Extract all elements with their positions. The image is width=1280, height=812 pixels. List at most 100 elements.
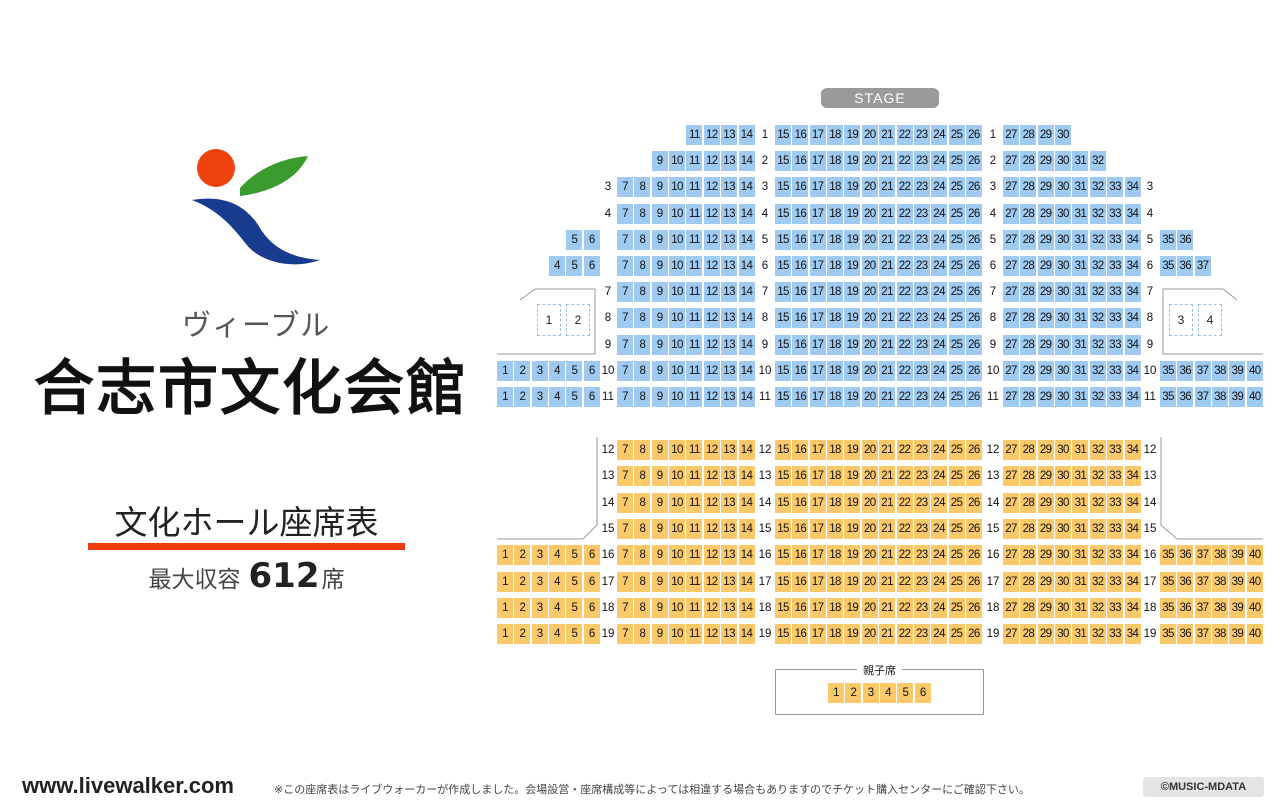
seat[interactable]: 15 <box>775 466 791 487</box>
seat[interactable]: 10 <box>669 597 685 618</box>
seat[interactable]: 27 <box>1003 545 1019 566</box>
seat[interactable]: 35 <box>1160 597 1176 618</box>
seat[interactable]: 35 <box>1160 229 1176 250</box>
seat[interactable]: 32 <box>1089 177 1106 198</box>
seat[interactable]: 29 <box>1037 545 1054 566</box>
seat[interactable]: 19 <box>844 177 861 198</box>
seat[interactable]: 4 <box>549 545 565 566</box>
seat[interactable]: 8 <box>634 466 651 487</box>
seat[interactable]: 22 <box>896 387 913 407</box>
seat[interactable]: 28 <box>1020 597 1037 618</box>
seat[interactable]: 25 <box>948 229 965 250</box>
seat[interactable]: 34 <box>1124 203 1141 224</box>
seat[interactable]: 12 <box>703 125 720 145</box>
seat[interactable]: 13 <box>721 203 738 224</box>
seat[interactable]: 26 <box>965 492 982 513</box>
seat[interactable]: 30 <box>1055 308 1071 329</box>
seat[interactable]: 32 <box>1089 545 1106 566</box>
seat[interactable]: 8 <box>634 518 651 539</box>
seat[interactable]: 31 <box>1072 360 1089 381</box>
seat[interactable]: 26 <box>965 308 982 329</box>
seat[interactable]: 17 <box>809 151 826 172</box>
seat[interactable]: 8 <box>634 256 651 276</box>
seat[interactable]: 33 <box>1107 545 1124 566</box>
seat[interactable]: 13 <box>721 334 738 355</box>
seat[interactable]: 13 <box>721 545 738 566</box>
seat[interactable]: 26 <box>965 597 982 618</box>
seat[interactable]: 19 <box>844 334 861 355</box>
seat[interactable]: 29 <box>1037 282 1054 303</box>
seat[interactable]: 30 <box>1055 256 1071 276</box>
seat[interactable]: 33 <box>1107 518 1124 539</box>
seat[interactable]: 1 <box>497 360 513 381</box>
seat[interactable]: 15 <box>775 282 791 303</box>
seat[interactable]: 30 <box>1055 125 1071 145</box>
seat[interactable]: 11 <box>686 466 703 487</box>
seat[interactable]: 34 <box>1124 256 1141 276</box>
seat[interactable]: 10 <box>669 518 685 539</box>
seat[interactable]: 18 <box>827 125 843 145</box>
seat[interactable]: 18 <box>827 282 843 303</box>
seat[interactable]: 39 <box>1229 571 1246 592</box>
seat[interactable]: 19 <box>844 492 861 513</box>
seat[interactable]: 19 <box>844 151 861 172</box>
seat[interactable]: 31 <box>1072 440 1089 460</box>
seat[interactable]: 23 <box>913 282 930 303</box>
seat[interactable]: 25 <box>948 203 965 224</box>
seat[interactable]: 37 <box>1194 624 1211 645</box>
seat[interactable]: 33 <box>1107 229 1124 250</box>
seat[interactable]: 25 <box>948 360 965 381</box>
seat[interactable]: 23 <box>913 360 930 381</box>
seat[interactable]: 14 <box>738 571 755 592</box>
seat[interactable]: 16 <box>792 624 809 645</box>
seat[interactable]: 15 <box>775 256 791 276</box>
seat[interactable]: 32 <box>1089 518 1106 539</box>
seat[interactable]: 4 <box>549 571 565 592</box>
seat[interactable]: 16 <box>792 334 809 355</box>
seat[interactable]: 19 <box>844 203 861 224</box>
seat[interactable]: 24 <box>931 387 948 407</box>
seat[interactable]: 29 <box>1037 125 1054 145</box>
seat[interactable]: 35 <box>1160 256 1176 276</box>
seat[interactable]: 11 <box>686 151 703 172</box>
seat[interactable]: 17 <box>809 492 826 513</box>
seat[interactable]: 25 <box>948 466 965 487</box>
seat[interactable]: 28 <box>1020 308 1037 329</box>
seat[interactable]: 4 <box>549 256 565 276</box>
seat[interactable]: 21 <box>879 282 896 303</box>
seat[interactable]: 27 <box>1003 177 1019 198</box>
seat[interactable]: 7 <box>617 545 633 566</box>
seat[interactable]: 13 <box>721 125 738 145</box>
seat[interactable]: 11 <box>686 597 703 618</box>
seat[interactable]: 22 <box>896 125 913 145</box>
seat[interactable]: 23 <box>913 466 930 487</box>
seat[interactable]: 8 <box>634 492 651 513</box>
seat[interactable]: 21 <box>879 125 896 145</box>
seat[interactable]: 16 <box>792 440 809 460</box>
seat[interactable]: 28 <box>1020 177 1037 198</box>
seat[interactable]: 37 <box>1194 545 1211 566</box>
seat[interactable]: 19 <box>844 282 861 303</box>
oyako-seat[interactable]: 5 <box>897 683 914 703</box>
seat[interactable]: 23 <box>913 545 930 566</box>
seat[interactable]: 28 <box>1020 440 1037 460</box>
seat[interactable]: 39 <box>1229 624 1246 645</box>
seat[interactable]: 39 <box>1229 597 1246 618</box>
box-seat[interactable]: 1 <box>537 304 561 336</box>
seat[interactable]: 26 <box>965 545 982 566</box>
seat[interactable]: 33 <box>1107 624 1124 645</box>
seat[interactable]: 28 <box>1020 624 1037 645</box>
seat[interactable]: 24 <box>931 518 948 539</box>
seat[interactable]: 12 <box>703 334 720 355</box>
seat[interactable]: 14 <box>738 229 755 250</box>
seat[interactable]: 2 <box>514 387 531 407</box>
seat[interactable]: 27 <box>1003 203 1019 224</box>
seat[interactable]: 14 <box>738 151 755 172</box>
seat[interactable]: 20 <box>861 545 878 566</box>
seat[interactable]: 31 <box>1072 203 1089 224</box>
seat[interactable]: 12 <box>703 387 720 407</box>
seat[interactable]: 19 <box>844 308 861 329</box>
seat[interactable]: 12 <box>703 151 720 172</box>
seat[interactable]: 28 <box>1020 229 1037 250</box>
seat[interactable]: 15 <box>775 125 791 145</box>
